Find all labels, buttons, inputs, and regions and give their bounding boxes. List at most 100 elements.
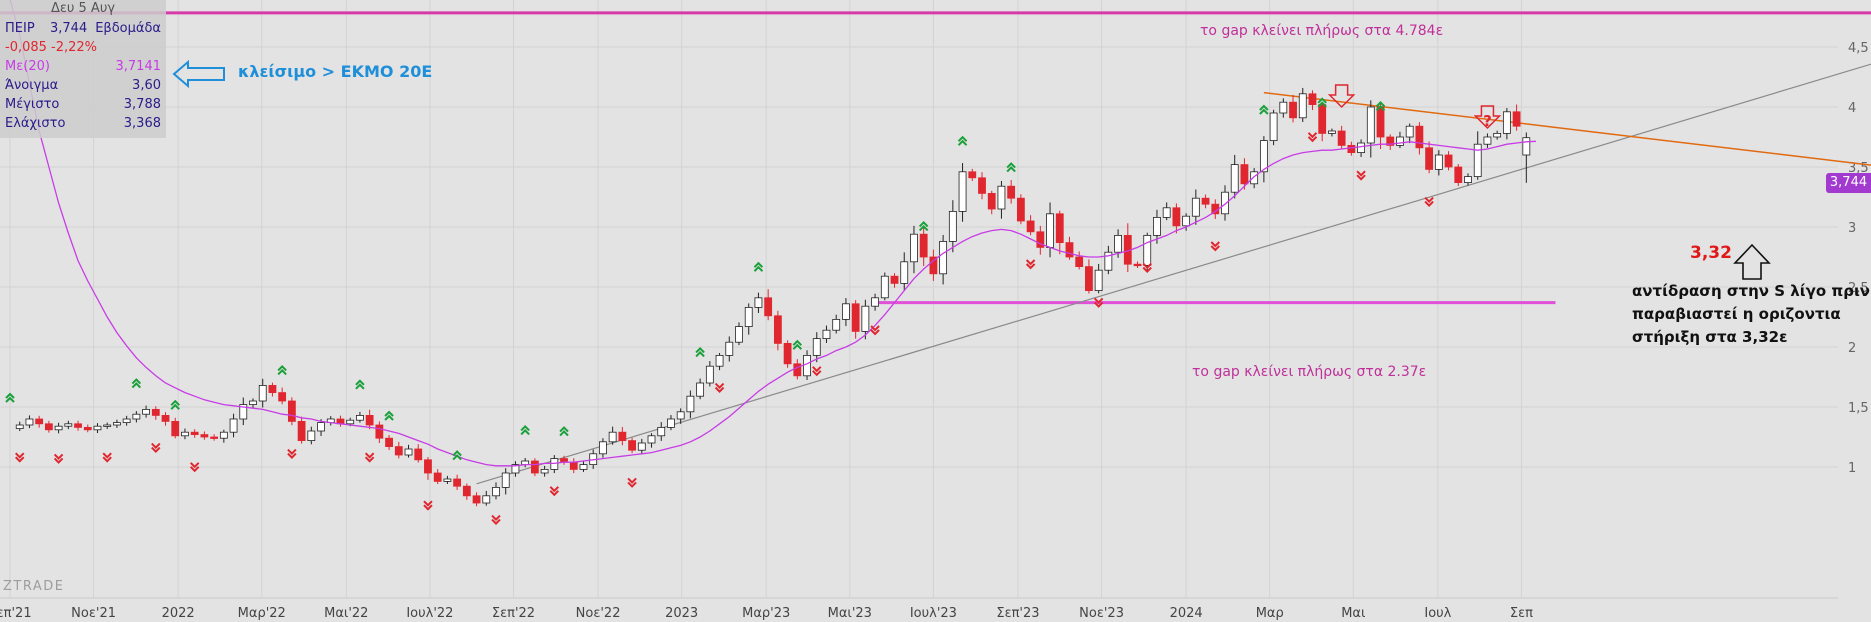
candle-up xyxy=(1357,142,1365,153)
candle-up xyxy=(1522,137,1531,156)
signal-up-chevron xyxy=(792,339,803,350)
candle-down xyxy=(1376,106,1385,138)
y-tick-label: 3 xyxy=(1848,221,1856,236)
candle-down xyxy=(764,297,773,317)
info-date: Δευ 5 Αυγ xyxy=(50,1,116,16)
candle-up xyxy=(239,404,248,420)
candle-up xyxy=(142,408,150,415)
info-last: 3,744 xyxy=(50,21,88,36)
info-low-value: 3,368 xyxy=(123,116,161,131)
candle-up xyxy=(910,233,918,263)
reaction-line-3: στήριξη στα 3,32ε xyxy=(1632,328,1788,346)
last-price-tag: 3,744 xyxy=(1826,173,1871,193)
candle-up xyxy=(229,418,238,433)
candle-up xyxy=(1104,251,1113,271)
candle-down xyxy=(414,448,423,461)
y-tick-label: 1,5 xyxy=(1848,401,1869,416)
candle-up xyxy=(54,425,63,431)
candle-down xyxy=(1318,104,1327,134)
candle-up xyxy=(676,411,685,420)
candle-down xyxy=(1065,242,1074,258)
signal-down-chevron xyxy=(53,453,64,464)
candle-down xyxy=(297,420,306,441)
signal-down-chevron xyxy=(870,325,880,336)
signal-up-chevron xyxy=(695,346,705,358)
candle-down xyxy=(1289,101,1297,119)
candle-up xyxy=(501,472,510,488)
signal-down-chevron xyxy=(189,462,200,473)
candle-up xyxy=(1473,143,1482,177)
candle-down xyxy=(851,303,860,332)
candle-up xyxy=(132,413,141,420)
candle-up xyxy=(754,297,763,308)
signal-down-chevron xyxy=(151,442,161,454)
signal-up-chevron xyxy=(520,424,530,436)
candle-up xyxy=(939,240,948,275)
candle-down xyxy=(628,440,636,451)
candle-up xyxy=(317,422,325,432)
candle-up xyxy=(608,431,617,443)
candle-down xyxy=(1026,220,1035,233)
left-arrow-marker xyxy=(172,59,225,89)
candle-up xyxy=(744,306,753,327)
candle-up xyxy=(249,400,257,405)
signal-up-chevron xyxy=(5,392,15,403)
signal-up-chevron xyxy=(918,220,929,232)
candle-down xyxy=(1347,144,1356,153)
signal-down-chevron xyxy=(714,382,725,394)
up-arrow-marker xyxy=(1733,243,1771,280)
y-tick-label: 4 xyxy=(1848,101,1856,116)
info-open-row: Άνοιγμα 3,60 xyxy=(5,77,161,95)
x-tick-label: Ιουλ'23 xyxy=(910,606,957,621)
candle-up xyxy=(64,423,73,427)
candle-up xyxy=(1483,136,1492,145)
info-ticker-row: ΠΕΙΡ 3,744 Εβδομάδα xyxy=(5,20,161,38)
candle-up xyxy=(122,418,131,423)
info-panel: Δευ 5 Αυγ ΠΕΙΡ 3,744 Εβδομάδα -0,085 -2,… xyxy=(0,0,166,138)
info-high-row: Μέγιστο 3,788 xyxy=(5,96,161,114)
candle-down xyxy=(1085,266,1093,292)
candle-down xyxy=(890,275,899,284)
candle-up xyxy=(307,430,316,441)
candle-up xyxy=(1464,176,1472,184)
signal-down-chevron xyxy=(1424,196,1434,208)
candle-down xyxy=(773,315,782,344)
x-tick-label: Μαι xyxy=(1341,606,1365,621)
x-tick-label: Μαρ'23 xyxy=(742,606,790,621)
candle-up xyxy=(997,185,1006,210)
candle-up xyxy=(1114,234,1122,253)
candle-down xyxy=(1075,256,1084,268)
candle-up xyxy=(948,210,957,242)
signal-down-chevron xyxy=(1142,262,1152,274)
info-low-label: Ελάχιστο xyxy=(5,116,66,131)
candle-up xyxy=(103,424,112,427)
y-tick-label: 4,5 xyxy=(1848,41,1869,56)
candle-down xyxy=(210,436,219,439)
signal-down-chevron xyxy=(15,452,25,463)
info-change: -0,085 -2,22% xyxy=(5,40,98,55)
candle-up xyxy=(258,384,267,402)
signal-down-chevron xyxy=(1025,259,1036,270)
candle-up xyxy=(482,495,491,504)
signal-up-chevron xyxy=(1317,97,1327,108)
candle-up xyxy=(15,424,24,429)
candle-up xyxy=(1182,215,1191,227)
candle-up xyxy=(958,171,967,212)
candle-up xyxy=(735,326,743,343)
candle-up xyxy=(686,395,695,413)
candle-down xyxy=(1036,231,1045,248)
candle-up xyxy=(540,468,549,474)
candle-down xyxy=(287,400,296,422)
candle-down xyxy=(433,472,442,482)
question-mark: ? xyxy=(1483,112,1492,130)
signal-down-chevron xyxy=(1307,132,1318,143)
candle-down xyxy=(278,392,287,402)
candle-up xyxy=(113,422,121,426)
support-trendline xyxy=(476,63,1871,485)
candle-down xyxy=(1016,197,1025,222)
candle-up xyxy=(1162,207,1171,218)
candle-down xyxy=(472,495,481,504)
candle-down xyxy=(1425,147,1434,170)
x-tick-label: Μαι'23 xyxy=(828,606,872,621)
